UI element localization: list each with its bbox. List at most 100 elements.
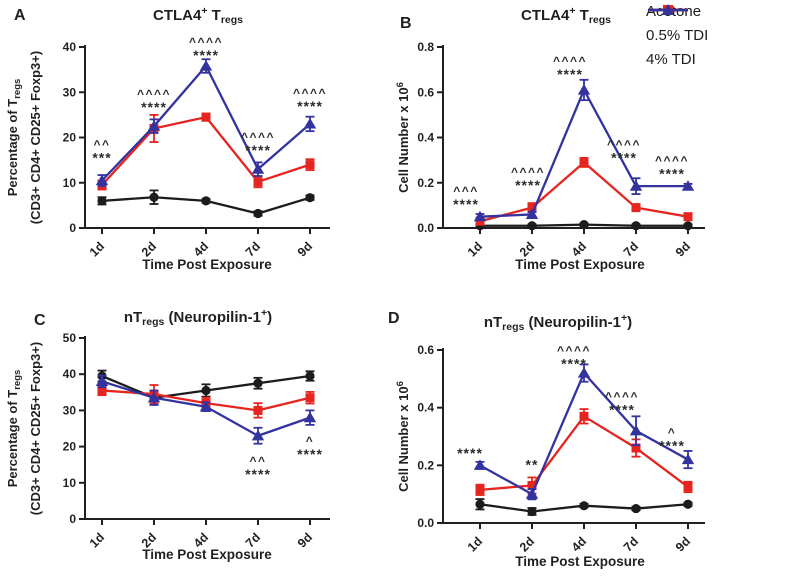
asterisk-marks: **** xyxy=(609,402,635,418)
caret-marks: ^^^^ xyxy=(293,86,327,100)
asterisk-marks: ** xyxy=(526,456,539,472)
x-axis-title: Time Post Exposure xyxy=(142,257,272,272)
series-4-tdi xyxy=(95,58,317,187)
asterisk-marks: **** xyxy=(515,177,541,193)
panel-letter-D: D xyxy=(388,310,400,327)
caret-marks: ^ xyxy=(668,426,677,440)
ytick-label: 20 xyxy=(63,131,77,145)
xtick-label: 1d xyxy=(87,530,107,550)
asterisk-marks: **** xyxy=(659,438,685,454)
panel-letter-A: A xyxy=(14,7,26,24)
caret-marks: ^^^^ xyxy=(511,165,545,179)
caret-marks: ^^^^ xyxy=(655,153,689,167)
caret-marks: ^^^ xyxy=(453,184,479,198)
asterisk-marks: **** xyxy=(659,165,685,181)
caret-marks: ^^^^ xyxy=(607,138,641,152)
asterisk-marks: **** xyxy=(557,66,583,82)
caret-marks: ^^^^ xyxy=(241,130,275,144)
asterisk-marks: **** xyxy=(297,98,323,114)
significance-annotation: **** xyxy=(457,445,483,461)
significance-annotation: ** xyxy=(526,456,539,472)
legend-label-05tdi: 0.5% TDI xyxy=(646,26,709,44)
significance-annotation: ^^**** xyxy=(245,454,271,482)
caret-marks: ^^^^ xyxy=(557,344,591,358)
asterisk-marks: **** xyxy=(245,142,271,158)
panel-C-title: nTregs (Neuropilin-1+) xyxy=(124,307,272,328)
xtick-label: 9d xyxy=(295,530,315,550)
legend-item-05tdi: 0.5% TDI xyxy=(646,5,709,44)
significance-annotation: ^^^^**** xyxy=(241,130,275,158)
significance-annotation: ^^^^**** xyxy=(189,35,222,63)
y-axis-title: Cell Number x 106 xyxy=(395,381,411,492)
ytick-label: 0.4 xyxy=(417,131,434,145)
ytick-label: 40 xyxy=(63,40,77,54)
x-axis-title: Time Post Exposure xyxy=(515,554,645,569)
ytick-label: 30 xyxy=(63,403,77,417)
y-axis-title: Percentage of Tregs xyxy=(5,370,23,488)
asterisk-marks: **** xyxy=(141,99,167,115)
significance-annotation: ^^^^**** xyxy=(607,138,641,166)
asterisk-marks: **** xyxy=(611,150,637,166)
significance-annotation: ^^^^**** xyxy=(137,87,171,115)
asterisk-marks: **** xyxy=(297,446,323,462)
ytick-label: 10 xyxy=(63,176,77,190)
significance-annotation: ^^^^**** xyxy=(553,54,587,82)
ytick-label: 0.2 xyxy=(417,176,434,190)
xtick-label: 9d xyxy=(295,239,315,259)
xtick-label: 9d xyxy=(673,239,693,259)
y-axis-title: Cell Number x 106 xyxy=(395,82,411,193)
ytick-label: 40 xyxy=(63,367,77,381)
asterisk-marks: **** xyxy=(453,196,479,212)
caret-marks: ^^^^ xyxy=(605,390,639,404)
x-axis-title: Time Post Exposure xyxy=(142,547,272,562)
ytick-label: 0.4 xyxy=(417,401,434,415)
series-4-tdi xyxy=(473,78,695,222)
panel-A-title: CTLA4+ Tregs xyxy=(153,5,243,26)
significance-annotation: ^^^^**** xyxy=(293,86,327,114)
series-0-5-tdi xyxy=(475,408,693,496)
series-4-tdi xyxy=(95,374,317,445)
significance-annotation: ^^^^**** xyxy=(655,153,689,181)
significance-annotation: ^^^^**** xyxy=(557,344,591,372)
series-4-tdi xyxy=(473,363,695,501)
legend-label-4tdi: 4% TDI xyxy=(646,50,696,68)
ytick-label: 0.0 xyxy=(417,221,434,235)
y-axis-title: Percentage of Tregs xyxy=(5,79,23,197)
series-acetone xyxy=(97,189,315,219)
ytick-label: 0.8 xyxy=(417,40,434,54)
ytick-label: 0.0 xyxy=(417,516,434,530)
significance-annotation: ^^^**** xyxy=(453,184,479,212)
ytick-label: 50 xyxy=(63,331,77,345)
panel-letter-B: B xyxy=(400,15,412,32)
significance-annotation: ^^^^**** xyxy=(605,390,639,418)
y-axis-title: (CD3+ CD4+ CD25+ Foxp3+) xyxy=(28,342,43,515)
xtick-label: 1d xyxy=(465,534,485,554)
ytick-label: 10 xyxy=(63,476,77,490)
xtick-label: 1d xyxy=(465,239,485,259)
caret-marks: ^^^^ xyxy=(137,87,171,101)
ytick-label: 0.6 xyxy=(417,343,434,357)
ytick-label: 0 xyxy=(69,512,76,526)
caret-marks: ^^^^ xyxy=(553,54,587,68)
caret-marks: ^ xyxy=(306,434,315,448)
panel-D-title: nTregs (Neuropilin-1+) xyxy=(484,312,632,333)
ytick-label: 0.6 xyxy=(417,85,434,99)
asterisk-marks: *** xyxy=(92,150,111,166)
xtick-label: 2d xyxy=(517,534,537,554)
tdi4-marker-icon xyxy=(648,4,688,15)
significance-annotation: ^^*** xyxy=(92,138,111,166)
xtick-label: 4d xyxy=(569,534,589,554)
series-acetone xyxy=(475,498,693,517)
legend: Acetone 0.5% TDI 4% TDI xyxy=(646,2,708,68)
asterisk-marks: **** xyxy=(561,356,587,372)
significance-annotation: ^^^^**** xyxy=(511,165,545,193)
asterisk-marks: **** xyxy=(457,445,483,461)
significance-annotation: ^**** xyxy=(297,434,323,462)
asterisk-marks: **** xyxy=(245,466,271,482)
xtick-label: 9d xyxy=(673,534,693,554)
ytick-label: 20 xyxy=(63,440,77,454)
significance-annotation: ^**** xyxy=(659,426,685,454)
